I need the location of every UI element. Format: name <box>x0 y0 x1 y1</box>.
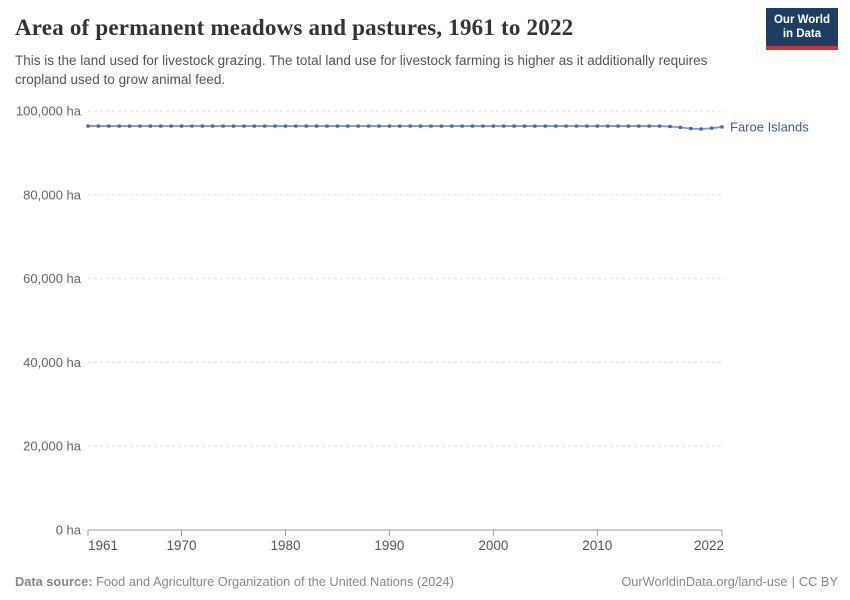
data-point[interactable] <box>637 124 641 128</box>
chart-title: Area of permanent meadows and pastures, … <box>15 15 574 40</box>
x-axis-tick-label: 1980 <box>270 538 300 553</box>
data-point[interactable] <box>96 124 100 128</box>
chart-header: Area of permanent meadows and pastures, … <box>0 0 850 89</box>
data-point[interactable] <box>429 124 433 128</box>
datasource-text: Food and Agriculture Organization of the… <box>96 574 454 589</box>
data-point[interactable] <box>86 124 90 128</box>
logo-line2: in Data <box>782 28 822 41</box>
data-point[interactable] <box>283 124 288 128</box>
x-axis-tick-label: 1961 <box>88 538 118 553</box>
data-point[interactable] <box>315 124 319 128</box>
data-point[interactable] <box>346 124 350 128</box>
data-point[interactable] <box>439 124 443 128</box>
data-point[interactable] <box>595 124 599 128</box>
data-point[interactable] <box>720 125 724 129</box>
y-axis-tick-label: 20,000 ha <box>23 439 82 454</box>
data-point[interactable] <box>273 124 277 128</box>
data-point[interactable] <box>159 124 163 128</box>
y-axis-tick-label: 0 ha <box>56 523 82 538</box>
data-point[interactable] <box>211 124 215 128</box>
data-point[interactable] <box>200 124 204 128</box>
data-point[interactable] <box>533 124 537 128</box>
data-point[interactable] <box>574 124 579 128</box>
x-axis-tick-label: 2022 <box>694 538 724 553</box>
datasource-label: Data source: <box>15 574 93 589</box>
data-point[interactable] <box>242 124 246 128</box>
data-point[interactable] <box>522 124 527 128</box>
data-point[interactable] <box>325 124 329 128</box>
data-point[interactable] <box>356 124 360 128</box>
x-axis-tick-label: 1970 <box>167 538 197 553</box>
data-point[interactable] <box>169 124 173 128</box>
data-point[interactable] <box>606 124 610 128</box>
data-point[interactable] <box>658 124 662 128</box>
logo-line1: Our World <box>773 14 830 26</box>
data-point[interactable] <box>335 124 340 128</box>
data-point[interactable] <box>367 124 371 128</box>
data-point[interactable] <box>554 124 558 128</box>
data-point[interactable] <box>148 124 152 128</box>
series-label[interactable]: Faroe Islands <box>730 119 809 134</box>
data-point[interactable] <box>564 124 568 128</box>
data-point[interactable] <box>626 124 631 128</box>
footer-separator: | <box>791 574 795 589</box>
y-axis-tick-label: 100,000 ha <box>16 104 82 119</box>
y-axis-tick-label: 80,000 ha <box>23 187 82 202</box>
y-axis-tick-label: 40,000 ha <box>23 355 82 370</box>
data-point[interactable] <box>398 124 402 128</box>
chart-footer: Data source: Food and Agriculture Organi… <box>15 574 838 589</box>
data-point[interactable] <box>231 124 236 128</box>
data-line[interactable] <box>88 125 723 130</box>
data-point[interactable] <box>543 124 547 128</box>
data-point[interactable] <box>481 124 485 128</box>
data-point[interactable] <box>491 124 495 128</box>
data-point[interactable] <box>387 124 392 128</box>
data-point[interactable] <box>585 124 589 128</box>
data-point[interactable] <box>138 124 142 128</box>
data-point[interactable] <box>689 126 693 131</box>
data-point[interactable] <box>668 124 672 129</box>
data-point[interactable] <box>107 124 111 128</box>
owid-logo[interactable]: Our World in Data <box>765 8 838 50</box>
data-point[interactable] <box>263 124 267 128</box>
data-point[interactable] <box>179 124 184 128</box>
data-point[interactable] <box>450 124 454 128</box>
data-point[interactable] <box>377 124 381 128</box>
x-axis-tick-label: 2000 <box>478 538 508 553</box>
data-point[interactable] <box>502 124 506 128</box>
x-axis-tick-label: 1990 <box>374 538 404 553</box>
data-point[interactable] <box>460 124 464 128</box>
data-point[interactable] <box>294 124 298 128</box>
data-point[interactable] <box>117 124 121 128</box>
data-point[interactable] <box>408 124 412 128</box>
data-point[interactable] <box>699 127 703 131</box>
footer-links: OurWorldinData.org/land-use | CC BY <box>621 574 838 589</box>
data-point[interactable] <box>252 124 256 128</box>
license-link[interactable]: CC BY <box>798 574 838 589</box>
data-point[interactable] <box>418 124 423 128</box>
chart-subtitle: This is the land used for livestock graz… <box>15 52 708 87</box>
data-point[interactable] <box>678 125 683 129</box>
data-point[interactable] <box>470 124 475 128</box>
owid-url-link[interactable]: OurWorldinData.org/land-use <box>621 574 788 589</box>
data-point[interactable] <box>190 124 194 128</box>
data-point[interactable] <box>304 124 308 128</box>
data-point[interactable] <box>616 124 620 128</box>
data-point[interactable] <box>221 124 225 128</box>
x-axis-tick-label: 2010 <box>582 538 612 553</box>
data-point[interactable] <box>127 124 132 128</box>
data-point[interactable] <box>512 124 516 128</box>
data-point[interactable] <box>647 124 651 128</box>
datasource: Data source: Food and Agriculture Organi… <box>15 574 454 589</box>
y-axis-tick-label: 60,000 ha <box>23 271 82 286</box>
data-point[interactable] <box>710 126 714 130</box>
